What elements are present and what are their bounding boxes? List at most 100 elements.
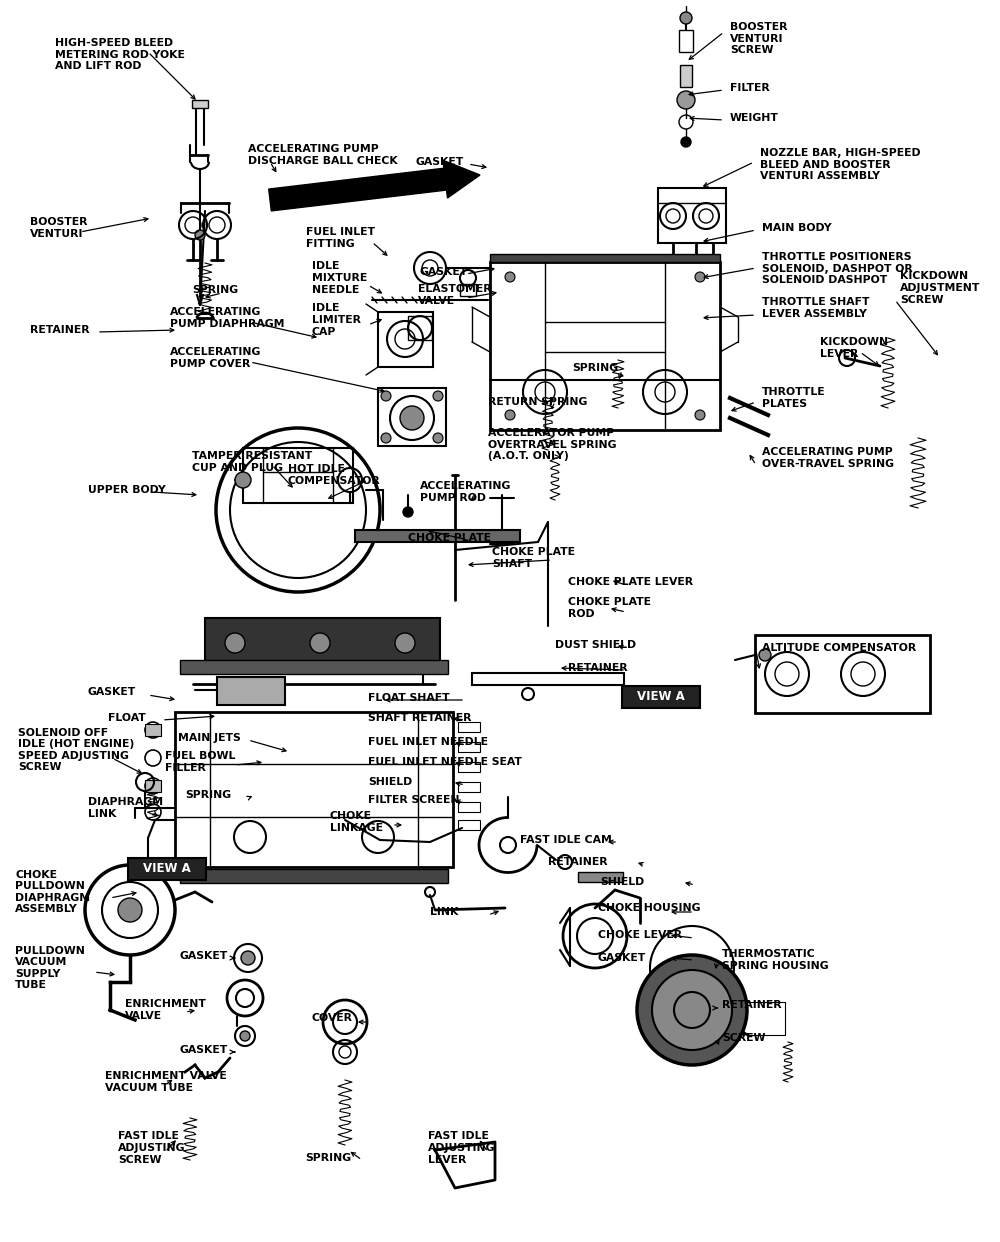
Text: SHIELD: SHIELD bbox=[600, 877, 644, 887]
Circle shape bbox=[310, 633, 330, 653]
Bar bbox=[145, 724, 161, 737]
Bar bbox=[217, 677, 285, 705]
Text: ELASTOMER
VALVE: ELASTOMER VALVE bbox=[418, 284, 492, 306]
Bar bbox=[128, 858, 206, 881]
Text: CHOKE PLATE
SHAFT: CHOKE PLATE SHAFT bbox=[492, 548, 575, 569]
Text: COVER: COVER bbox=[312, 1013, 353, 1023]
Text: VIEW A: VIEW A bbox=[637, 691, 685, 703]
Bar bbox=[192, 101, 208, 108]
Text: PULLDOWN
VACUUM
SUPPLY
TUBE: PULLDOWN VACUUM SUPPLY TUBE bbox=[15, 945, 85, 990]
Bar bbox=[472, 673, 624, 686]
Circle shape bbox=[235, 472, 251, 488]
Bar bbox=[578, 872, 623, 882]
Text: ALTITUDE COMPENSATOR: ALTITUDE COMPENSATOR bbox=[762, 643, 916, 653]
Text: ACCELERATING
PUMP DIAPHRAGM: ACCELERATING PUMP DIAPHRAGM bbox=[170, 307, 285, 329]
Bar bbox=[755, 635, 930, 713]
Text: FAST IDLE
ADJUSTING
SCREW: FAST IDLE ADJUSTING SCREW bbox=[118, 1131, 186, 1165]
Text: ENRICHMENT
VALVE: ENRICHMENT VALVE bbox=[125, 1000, 206, 1021]
Circle shape bbox=[240, 1031, 250, 1041]
Bar bbox=[490, 262, 720, 430]
Text: FILTER SCREEN: FILTER SCREEN bbox=[368, 795, 460, 805]
Text: GASKET: GASKET bbox=[88, 687, 136, 697]
Text: FLOAT SHAFT: FLOAT SHAFT bbox=[368, 693, 450, 703]
Circle shape bbox=[652, 970, 732, 1049]
Text: SCREW: SCREW bbox=[722, 1033, 766, 1043]
Bar bbox=[458, 802, 480, 812]
Text: FAST IDLE
ADJUSTING
LEVER: FAST IDLE ADJUSTING LEVER bbox=[428, 1131, 496, 1165]
Bar bbox=[378, 388, 446, 446]
Text: FUEL INLET NEEDLE: FUEL INLET NEEDLE bbox=[368, 737, 488, 746]
Circle shape bbox=[680, 12, 692, 24]
Text: HOT IDLE
COMPENSATOR: HOT IDLE COMPENSATOR bbox=[288, 465, 381, 486]
Bar bbox=[205, 619, 440, 668]
Circle shape bbox=[225, 633, 245, 653]
Text: FLOAT: FLOAT bbox=[108, 713, 146, 723]
Text: NOZZLE BAR, HIGH-SPEED
BLEED AND BOOSTER
VENTURI ASSEMBLY: NOZZLE BAR, HIGH-SPEED BLEED AND BOOSTER… bbox=[760, 148, 921, 181]
Text: MAIN BODY: MAIN BODY bbox=[762, 224, 832, 233]
Text: CHOKE LEVER: CHOKE LEVER bbox=[598, 930, 682, 940]
Text: GASKET: GASKET bbox=[180, 1045, 228, 1054]
Text: FUEL BOWL
FILLER: FUEL BOWL FILLER bbox=[165, 751, 235, 773]
Text: UPPER BODY: UPPER BODY bbox=[88, 484, 166, 496]
Circle shape bbox=[433, 391, 443, 401]
Text: CHOKE
PULLDOWN
DIAPHRAGM
ASSEMBLY: CHOKE PULLDOWN DIAPHRAGM ASSEMBLY bbox=[15, 869, 90, 914]
Text: LINK: LINK bbox=[430, 907, 458, 917]
Text: RETURN SPRING: RETURN SPRING bbox=[488, 397, 587, 407]
Text: THERMOSTATIC
SPRING HOUSING: THERMOSTATIC SPRING HOUSING bbox=[722, 949, 829, 971]
Text: GASKET: GASKET bbox=[415, 156, 463, 166]
Text: ACCELERATING
PUMP ROD: ACCELERATING PUMP ROD bbox=[420, 481, 511, 503]
Text: DUST SHIELD: DUST SHIELD bbox=[555, 640, 636, 650]
Text: SOLENOID OFF
IDLE (HOT ENGINE)
SPEED ADJUSTING
SCREW: SOLENOID OFF IDLE (HOT ENGINE) SPEED ADJ… bbox=[18, 728, 134, 773]
Circle shape bbox=[381, 433, 391, 443]
Text: THROTTLE
PLATES: THROTTLE PLATES bbox=[762, 388, 826, 409]
Circle shape bbox=[241, 951, 255, 965]
Circle shape bbox=[637, 955, 747, 1064]
Bar bbox=[243, 448, 353, 503]
Circle shape bbox=[681, 137, 691, 147]
Circle shape bbox=[677, 91, 695, 109]
Text: VIEW A: VIEW A bbox=[143, 862, 191, 876]
Text: CHOKE PLATE LEVER: CHOKE PLATE LEVER bbox=[568, 578, 693, 587]
Text: GASKET: GASKET bbox=[180, 951, 228, 961]
Text: SHAFT RETAINER: SHAFT RETAINER bbox=[368, 713, 472, 723]
Text: TAMPER RESISTANT
CUP AND PLUG: TAMPER RESISTANT CUP AND PLUG bbox=[192, 451, 312, 473]
Text: SPRING: SPRING bbox=[185, 790, 231, 800]
Text: CHOKE HOUSING: CHOKE HOUSING bbox=[598, 903, 700, 913]
Bar bbox=[180, 869, 448, 883]
Text: RETAINER: RETAINER bbox=[722, 1000, 782, 1010]
Text: ACCELERATING
PUMP COVER: ACCELERATING PUMP COVER bbox=[170, 348, 261, 369]
Text: BOOSTER
VENTURI
SCREW: BOOSTER VENTURI SCREW bbox=[730, 22, 788, 55]
Text: KICKDOWN
LEVER: KICKDOWN LEVER bbox=[820, 337, 888, 359]
Text: THROTTLE POSITIONERS
SOLENOID, DASHPOT OR
SOLENOID DASHPOT: THROTTLE POSITIONERS SOLENOID, DASHPOT O… bbox=[762, 252, 913, 286]
Bar bbox=[680, 65, 692, 87]
Bar bbox=[458, 782, 480, 792]
Text: GASKET: GASKET bbox=[420, 267, 468, 277]
Text: WEIGHT: WEIGHT bbox=[730, 113, 779, 123]
Text: MAIN JETS: MAIN JETS bbox=[178, 733, 241, 743]
Text: BOOSTER
VENTURI: BOOSTER VENTURI bbox=[30, 217, 88, 238]
Text: SPRING: SPRING bbox=[305, 1153, 351, 1163]
Bar bbox=[145, 780, 161, 792]
Text: ACCELERATING PUMP
OVER-TRAVEL SPRING: ACCELERATING PUMP OVER-TRAVEL SPRING bbox=[762, 447, 894, 468]
Text: CHOKE PLATE
ROD: CHOKE PLATE ROD bbox=[568, 597, 651, 619]
Bar bbox=[458, 722, 480, 732]
Text: SPRING: SPRING bbox=[572, 363, 618, 373]
Bar bbox=[355, 530, 520, 542]
Text: GASKET: GASKET bbox=[598, 953, 646, 963]
Bar bbox=[408, 315, 432, 340]
Circle shape bbox=[433, 433, 443, 443]
Circle shape bbox=[695, 272, 705, 282]
Bar bbox=[378, 312, 433, 366]
Circle shape bbox=[118, 898, 142, 922]
Bar bbox=[679, 30, 693, 52]
Text: THROTTLE SHAFT
LEVER ASSEMBLY: THROTTLE SHAFT LEVER ASSEMBLY bbox=[762, 297, 870, 319]
Text: HIGH-SPEED BLEED
METERING ROD YOKE
AND LIFT ROD: HIGH-SPEED BLEED METERING ROD YOKE AND L… bbox=[55, 39, 185, 71]
Circle shape bbox=[505, 272, 515, 282]
Bar bbox=[460, 284, 476, 296]
Bar bbox=[658, 188, 726, 243]
Circle shape bbox=[403, 507, 413, 517]
Text: IDLE
MIXTURE
NEEDLE: IDLE MIXTURE NEEDLE bbox=[312, 261, 367, 294]
Circle shape bbox=[505, 410, 515, 420]
Circle shape bbox=[195, 230, 205, 240]
Text: IDLE
LIMITER
CAP: IDLE LIMITER CAP bbox=[312, 303, 361, 337]
